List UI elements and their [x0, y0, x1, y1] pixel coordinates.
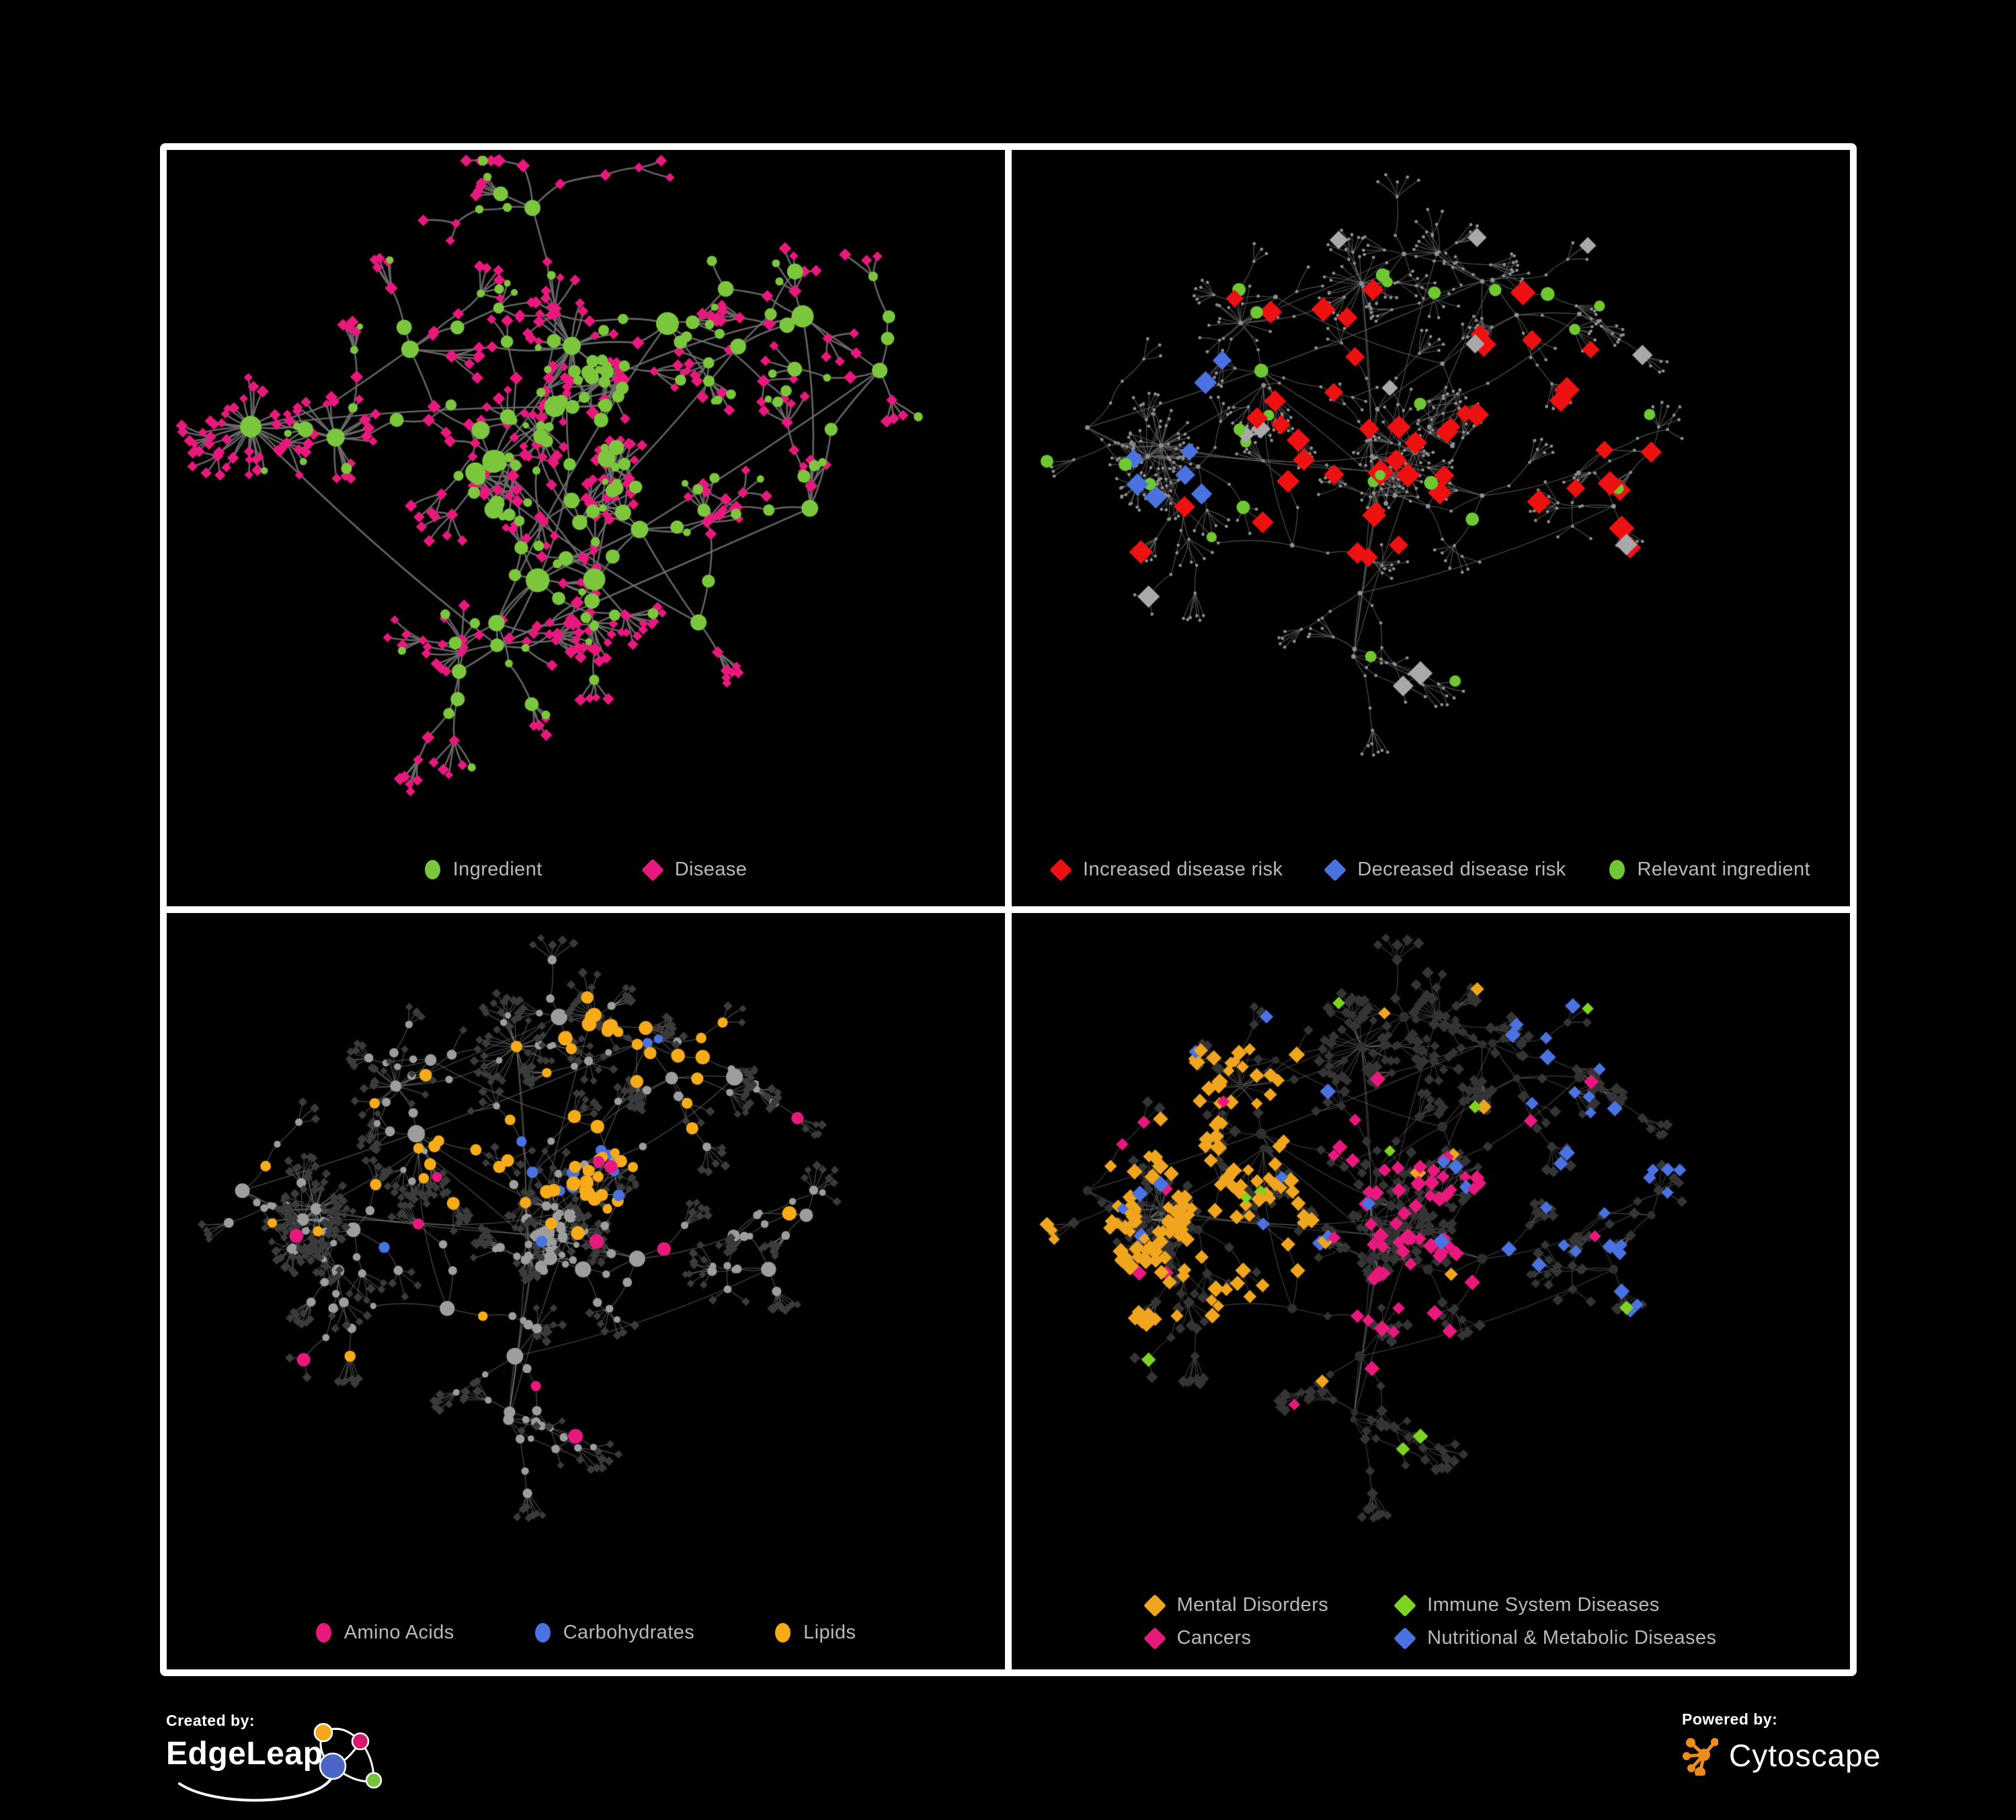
legend-item-cancers: Cancers: [1143, 1626, 1252, 1650]
decreased-risk-diamond-icon: [1324, 858, 1347, 881]
legend-item-mental-disorders: Mental Disorders: [1143, 1593, 1329, 1617]
legend-item-amino-acids: Amino Acids: [315, 1622, 454, 1644]
edgeleap-brand-row: EdgeLeap: [166, 1723, 382, 1802]
amino-acids-circle-icon: [315, 1623, 331, 1643]
legend-label: Disease: [674, 859, 748, 880]
disease-risk-network-canvas: [1012, 150, 1850, 906]
carbohydrates-circle-icon: [534, 1623, 551, 1643]
relevant-ingredient-circle-icon: [1609, 860, 1625, 879]
legend-item-ingredient: Ingredient: [424, 859, 542, 881]
disease-risk-legend: Increased disease risk Decreased disease…: [1012, 858, 1850, 881]
ingredient-disease-legend: Ingredient Disease: [167, 858, 1005, 881]
ingredient-circle-icon: [424, 860, 440, 879]
immune-system-diseases-diamond-icon: [1394, 1593, 1417, 1617]
figure-frame: Ingredient Disease Increased disease ris…: [160, 143, 1857, 1676]
legend-item-carbohydrates: Carbohydrates: [534, 1622, 695, 1644]
cytoscape-brand-row: Cytoscape: [1682, 1735, 1881, 1776]
cytoscape-logo-text: Cytoscape: [1729, 1738, 1882, 1773]
legend-item-nutritional-metabolic-diseases: Nutritional & Metabolic Diseases: [1394, 1626, 1717, 1650]
legend-item-disease: Disease: [641, 858, 748, 881]
disease-category-network-canvas: [1012, 913, 1850, 1669]
ingredient-disease-network-canvas: [167, 150, 1005, 906]
legend-item-immune-system-diseases: Immune System Diseases: [1394, 1593, 1660, 1617]
legend-item-lipids: Lipids: [775, 1622, 856, 1644]
edgeleap-credit: Created by: EdgeLeap: [166, 1712, 382, 1802]
legend-label: Cancers: [1176, 1627, 1252, 1649]
lipids-circle-icon: [775, 1623, 791, 1643]
panel-disease-categories: Mental Disorders Immune System Diseases …: [1012, 913, 1850, 1669]
created-by-label: Created by:: [166, 1712, 255, 1729]
cytoscape-logo-icon: [1683, 1738, 1718, 1776]
disease-diamond-icon: [641, 858, 664, 881]
legend-label: Relevant ingredient: [1637, 859, 1811, 880]
panel-disease-risk: Increased disease risk Decreased disease…: [1012, 150, 1850, 906]
legend-label: Lipids: [803, 1622, 856, 1643]
cancers-diamond-icon: [1143, 1626, 1166, 1650]
legend-item-increased-risk: Increased disease risk: [1049, 858, 1283, 881]
legend-label: Carbohydrates: [563, 1622, 695, 1643]
cytoscape-credit: Powered by: Cytoscape: [1682, 1710, 1881, 1776]
legend-label: Decreased disease risk: [1357, 859, 1566, 880]
legend-item-relevant-ingredient: Relevant ingredient: [1609, 859, 1810, 881]
legend-label: Mental Disorders: [1176, 1594, 1329, 1616]
legend-item-decreased-risk: Decreased disease risk: [1324, 858, 1566, 881]
disease-category-legend: Mental Disorders Immune System Diseases …: [1012, 1593, 1850, 1650]
legend-label: Increased disease risk: [1082, 859, 1283, 880]
nutritional-metabolic-diseases-diamond-icon: [1394, 1626, 1417, 1650]
legend-label: Amino Acids: [344, 1622, 454, 1643]
mental-disorders-diamond-icon: [1143, 1593, 1166, 1617]
edgeleap-logo-icon: [178, 1723, 382, 1802]
edgeleap-logo-text: EdgeLeap: [166, 1736, 323, 1772]
legend-label: Nutritional & Metabolic Diseases: [1427, 1627, 1717, 1649]
panel-nutrient-categories: Amino Acids Carbohydrates Lipids: [167, 913, 1005, 1669]
nutrient-category-network-canvas: [167, 913, 1005, 1669]
legend-label: Ingredient: [452, 859, 542, 880]
legend-label: Immune System Diseases: [1427, 1594, 1660, 1616]
powered-by-label: Powered by:: [1682, 1710, 1778, 1728]
increased-risk-diamond-icon: [1049, 858, 1072, 881]
nutrient-category-legend: Amino Acids Carbohydrates Lipids: [167, 1622, 1005, 1644]
panel-ingredient-disease: Ingredient Disease: [167, 150, 1005, 906]
